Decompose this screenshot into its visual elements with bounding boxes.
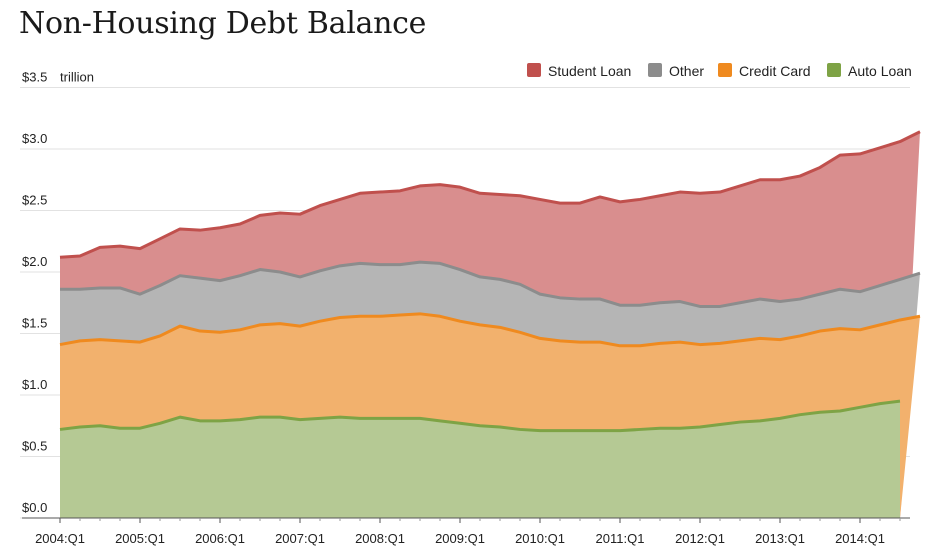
y-tick-label: $2.5 [22, 193, 47, 208]
y-tick-label: $1.5 [22, 316, 47, 331]
x-tick-label: 2011:Q1 [596, 531, 645, 546]
y-tick-label: $3.5 [22, 70, 47, 85]
chart-title: Non-Housing Debt Balance [19, 6, 427, 41]
x-tick-label: 2012:Q1 [675, 531, 725, 546]
legend-swatch-other [648, 63, 662, 77]
x-tick-label: 2013:Q1 [755, 531, 805, 546]
area-auto-loan [60, 401, 900, 518]
line-credit-card [59, 312, 921, 348]
x-tick-label: 2014:Q1 [835, 531, 885, 546]
legend: Student Loan Other Credit Card Auto Loan [527, 63, 912, 79]
y-tick-label: $0.0 [22, 500, 47, 515]
x-axis: 2004:Q1 2005:Q1 2006:Q1 2007:Q1 2008:Q1 2009:… [22, 517, 910, 546]
legend-swatch-auto-loan [827, 63, 841, 77]
line-student-loan [59, 130, 921, 259]
legend-label-auto-loan: Auto Loan [848, 63, 912, 79]
x-tick-label: 2009:Q1 [435, 531, 485, 546]
x-tick-label: 2008:Q1 [355, 531, 405, 546]
y-tick-label: $1.0 [22, 377, 47, 392]
y-unit-label: trillion [60, 70, 94, 85]
x-tick-label: 2010:Q1 [515, 531, 565, 546]
legend-swatch-student-loan [527, 63, 541, 77]
x-tick-label: 2007:Q1 [275, 531, 325, 546]
y-tick-label: $0.5 [22, 439, 47, 454]
y-tick-label: $3.0 [22, 131, 47, 146]
line-other [60, 260, 921, 308]
legend-label-credit-card: Credit Card [739, 63, 811, 79]
legend-swatch-credit-card [718, 63, 732, 77]
y-axis-ticks: $0.0 $0.5 $1.0 $1.5 $2.0 $2.5 $3.0 $3.5 trillion [22, 70, 94, 516]
legend-label-student-loan: Student Loan [548, 63, 631, 79]
x-tick-label: 2005:Q1 [115, 531, 165, 546]
legend-label-other: Other [669, 63, 704, 79]
x-tick-label: 2004:Q1 [35, 531, 85, 546]
line-auto-loan [59, 399, 901, 433]
y-tick-label: $2.0 [22, 254, 47, 269]
x-tick-label: 2006:Q1 [195, 531, 245, 546]
series-lines [59, 130, 921, 433]
